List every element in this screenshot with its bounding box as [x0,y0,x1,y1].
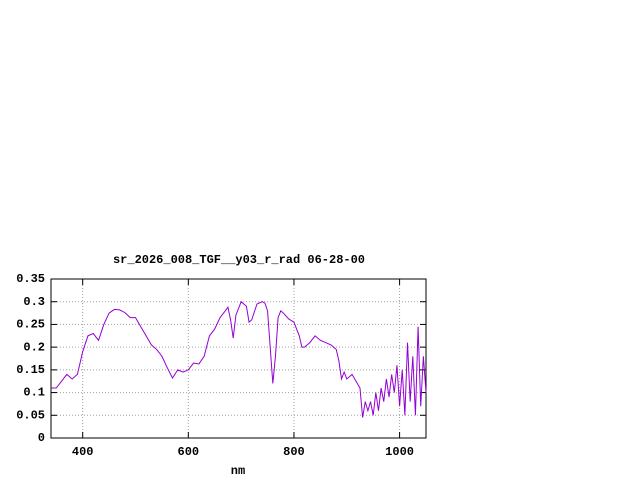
y-tick-label: 0.1 [23,386,45,400]
x-tick-label: 400 [72,445,94,459]
data-line [51,300,427,418]
y-tick-label: 0.3 [23,295,45,309]
y-tick-label: 0.35 [16,272,45,286]
plot-frame [50,278,427,439]
chart-title: sr_2026_008_TGF__y03_r_rad 06-28-00 [113,253,365,267]
y-tick-label: 0.2 [23,340,45,354]
x-axis-label: nm [231,464,245,478]
y-tick-label: 0.15 [16,363,45,377]
y-tick-label: 0 [38,431,45,445]
x-tick-label: 1000 [385,445,414,459]
x-tick-label: 800 [283,445,305,459]
y-tick-label: 0.05 [16,408,45,422]
y-tick-label: 0.25 [16,318,45,332]
x-tick-label: 600 [178,445,200,459]
